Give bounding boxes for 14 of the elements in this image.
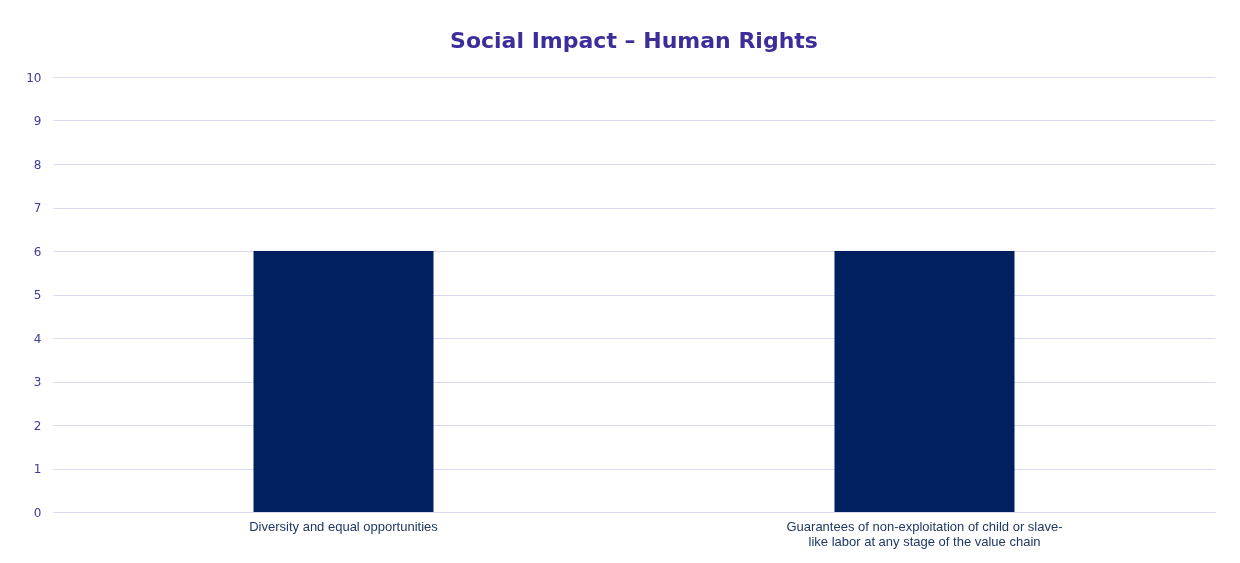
y-tick-label: 0 (33, 505, 42, 520)
y-tick-label: 5 (33, 288, 42, 302)
y-tick-label: 1 (33, 462, 42, 476)
y-tick-label: 4 (33, 331, 42, 346)
y-tick-label: 3 (33, 375, 42, 389)
x-tick-label: Guarantees of non-exploitation of child or slave-like labor at any stage of the value chain (786, 518, 1063, 549)
y-tick-label: 9 (33, 114, 42, 128)
y-tick-label: 8 (33, 157, 42, 172)
y-tick-label: 10 (26, 70, 42, 85)
chart-title: Social Impact – Human Rights (450, 28, 818, 53)
y-tick-label: 7 (33, 201, 42, 215)
y-tick-label: 6 (33, 244, 42, 259)
x-tick-label: Diversity and equal opportunities (249, 518, 439, 534)
y-tick-label: 2 (33, 418, 42, 433)
